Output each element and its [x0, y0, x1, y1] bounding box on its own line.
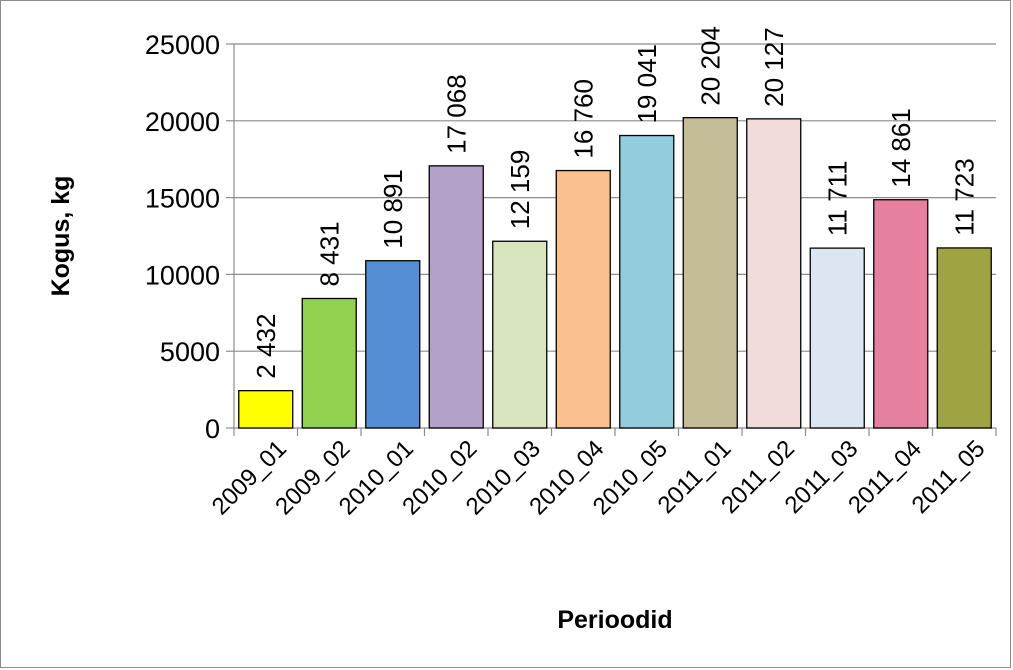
- data-label: 11 711: [822, 160, 852, 236]
- data-label: 19 041: [632, 44, 662, 124]
- bar: [428, 165, 484, 429]
- y-tick-label: 25000: [145, 30, 220, 60]
- bar: [936, 247, 992, 429]
- bar: [746, 118, 802, 429]
- bar: [492, 240, 548, 429]
- bar: [873, 199, 929, 429]
- data-label: 8 431: [314, 221, 344, 286]
- data-label: 10 891: [378, 169, 408, 249]
- x-axis-title: Perioodid: [557, 606, 672, 634]
- y-axis-title: Kogus, kg: [47, 176, 75, 297]
- bar: [682, 117, 738, 429]
- data-label: 11 723: [949, 158, 979, 236]
- data-label: 12 159: [505, 150, 535, 230]
- y-tick-label: 5000: [160, 337, 220, 367]
- data-label: 16 760: [568, 79, 598, 159]
- bar: [301, 297, 357, 429]
- bar: [238, 389, 294, 429]
- y-tick-label: 10000: [145, 260, 220, 290]
- data-label: 20 204: [695, 26, 725, 106]
- data-label: 17 068: [441, 74, 471, 154]
- data-label: 20 127: [759, 27, 789, 107]
- y-tick-label: 0: [205, 414, 220, 444]
- bar: [619, 134, 675, 429]
- bar: [809, 247, 865, 429]
- data-label: 2 432: [251, 314, 281, 379]
- bar: [365, 260, 421, 429]
- data-label: 14 861: [886, 108, 916, 188]
- bar: [555, 169, 611, 429]
- y-tick-label: 15000: [145, 184, 220, 214]
- y-tick-label: 20000: [145, 107, 220, 137]
